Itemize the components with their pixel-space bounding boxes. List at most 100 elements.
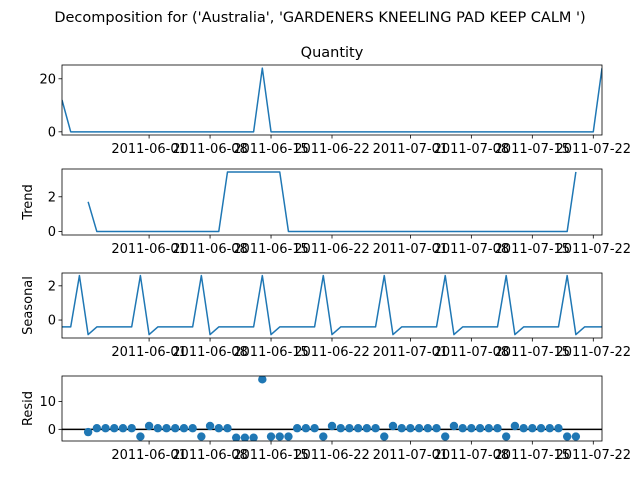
panels: Quantity0202011-06-012011-06-082011-06-1… [21, 45, 631, 463]
data-point [188, 424, 197, 433]
data-point [345, 424, 354, 433]
data-point [484, 424, 493, 433]
data-point [423, 424, 433, 433]
x-tick-label: 2011-06-15 [233, 242, 309, 257]
y-tick-label: 0 [48, 125, 56, 140]
data-point [231, 433, 241, 441]
data-point [406, 424, 415, 433]
data-point [458, 424, 467, 433]
panel-resid: Resid0102011-06-012011-06-082011-06-1520… [21, 375, 631, 463]
x-tick-label: 2011-06-08 [172, 142, 248, 157]
x-tick-label: 2011-07-08 [434, 448, 510, 463]
data-point [475, 424, 485, 433]
data-point [519, 424, 528, 433]
y-tick-label: 0 [48, 423, 56, 438]
data-point [501, 432, 511, 441]
x-tick-label: 2011-06-22 [294, 142, 370, 157]
y-axis-label: Resid [21, 391, 36, 426]
panel-title: Quantity [301, 45, 364, 61]
panel-quantity: Quantity 0 20 2011-06-012011-06-082011-06-1… [39, 45, 631, 157]
series-line [62, 274, 602, 336]
y-tick-label: 2 [48, 190, 56, 205]
x-tick-label: 2011-06-15 [233, 448, 309, 463]
panel-seasonal: Seasonal 0 2 2011-06-012011-06-082011-06-15… [21, 272, 632, 360]
panel-trend: Trend022011-06-012011-06-082011-06-15201… [21, 168, 631, 257]
data-point [292, 424, 302, 433]
x-tick-label: 2011-07-01 [373, 142, 449, 157]
data-point [380, 432, 389, 441]
data-point [118, 424, 128, 433]
figure-suptitle: Decomposition for ('Australia', 'GARDENE… [54, 10, 585, 26]
data-point [249, 433, 258, 441]
data-point [397, 424, 406, 433]
y-axis-label: Trend [21, 184, 36, 221]
data-point [240, 433, 250, 441]
data-point [562, 432, 572, 441]
y-tick-label: 10 [39, 395, 56, 410]
x-tick-label: 2011-06-08 [172, 242, 248, 257]
data-point [197, 432, 206, 441]
data-point [205, 421, 215, 431]
data-point [414, 424, 424, 433]
x-tick-label: 2011-07-22 [556, 142, 632, 157]
data-point [536, 424, 546, 433]
x-tick-label: 2011-06-22 [294, 242, 370, 257]
data-point [162, 424, 171, 433]
data-point [284, 432, 293, 441]
data-point [571, 432, 581, 441]
data-point [327, 421, 337, 431]
data-point [127, 424, 136, 433]
x-tick-label: 2011-07-08 [434, 242, 510, 257]
x-tick-label: 2011-06-01 [111, 142, 187, 157]
data-point [432, 424, 441, 433]
data-point [266, 432, 276, 441]
x-tick-label: 2011-06-22 [294, 345, 370, 360]
x-tick-label: 2011-06-22 [294, 448, 370, 463]
data-point [223, 424, 232, 433]
data-point [441, 432, 450, 441]
data-point [545, 424, 554, 433]
series-resid [83, 376, 581, 441]
data-point [301, 424, 311, 433]
y-axis-label: Seasonal [21, 276, 36, 335]
x-tick-label: 2011-07-15 [495, 345, 571, 360]
x-tick-label: 2011-07-15 [495, 242, 571, 257]
series-line [87, 171, 577, 233]
data-point [336, 424, 345, 433]
data-point [528, 424, 537, 433]
data-point [388, 421, 398, 431]
data-point [144, 421, 154, 431]
data-point [171, 424, 180, 433]
x-tick-label: 2011-07-22 [556, 345, 632, 360]
data-point [554, 424, 563, 433]
data-point [353, 424, 363, 433]
data-point [275, 432, 284, 441]
x-tick-label: 2011-06-08 [172, 448, 248, 463]
y-tick-label: 20 [39, 72, 56, 87]
data-point [110, 424, 119, 433]
data-point [83, 427, 93, 437]
x-tick-label: 2011-07-15 [495, 448, 571, 463]
y-tick-label: 2 [48, 279, 56, 294]
x-tick-label: 2011-07-08 [434, 345, 510, 360]
data-point [510, 421, 520, 431]
x-tick-label: 2011-06-15 [233, 345, 309, 360]
data-point [319, 432, 328, 441]
x-tick-label: 2011-06-01 [111, 345, 187, 360]
series-line [62, 67, 602, 133]
data-point [449, 421, 459, 431]
axes-frame [61, 168, 603, 236]
y-tick-label: 0 [48, 225, 56, 240]
series-quantity [62, 67, 602, 133]
x-tick-label: 2011-06-08 [172, 345, 248, 360]
y-tick-label: 0 [48, 314, 56, 329]
data-point [371, 424, 380, 433]
data-point [179, 424, 189, 433]
x-tick-label: 2011-06-15 [233, 142, 309, 157]
data-point [153, 424, 163, 433]
series-seasonal [62, 274, 602, 336]
x-tick-label: 2011-07-08 [434, 142, 510, 157]
data-point [92, 424, 102, 433]
x-tick-label: 2011-07-01 [373, 345, 449, 360]
